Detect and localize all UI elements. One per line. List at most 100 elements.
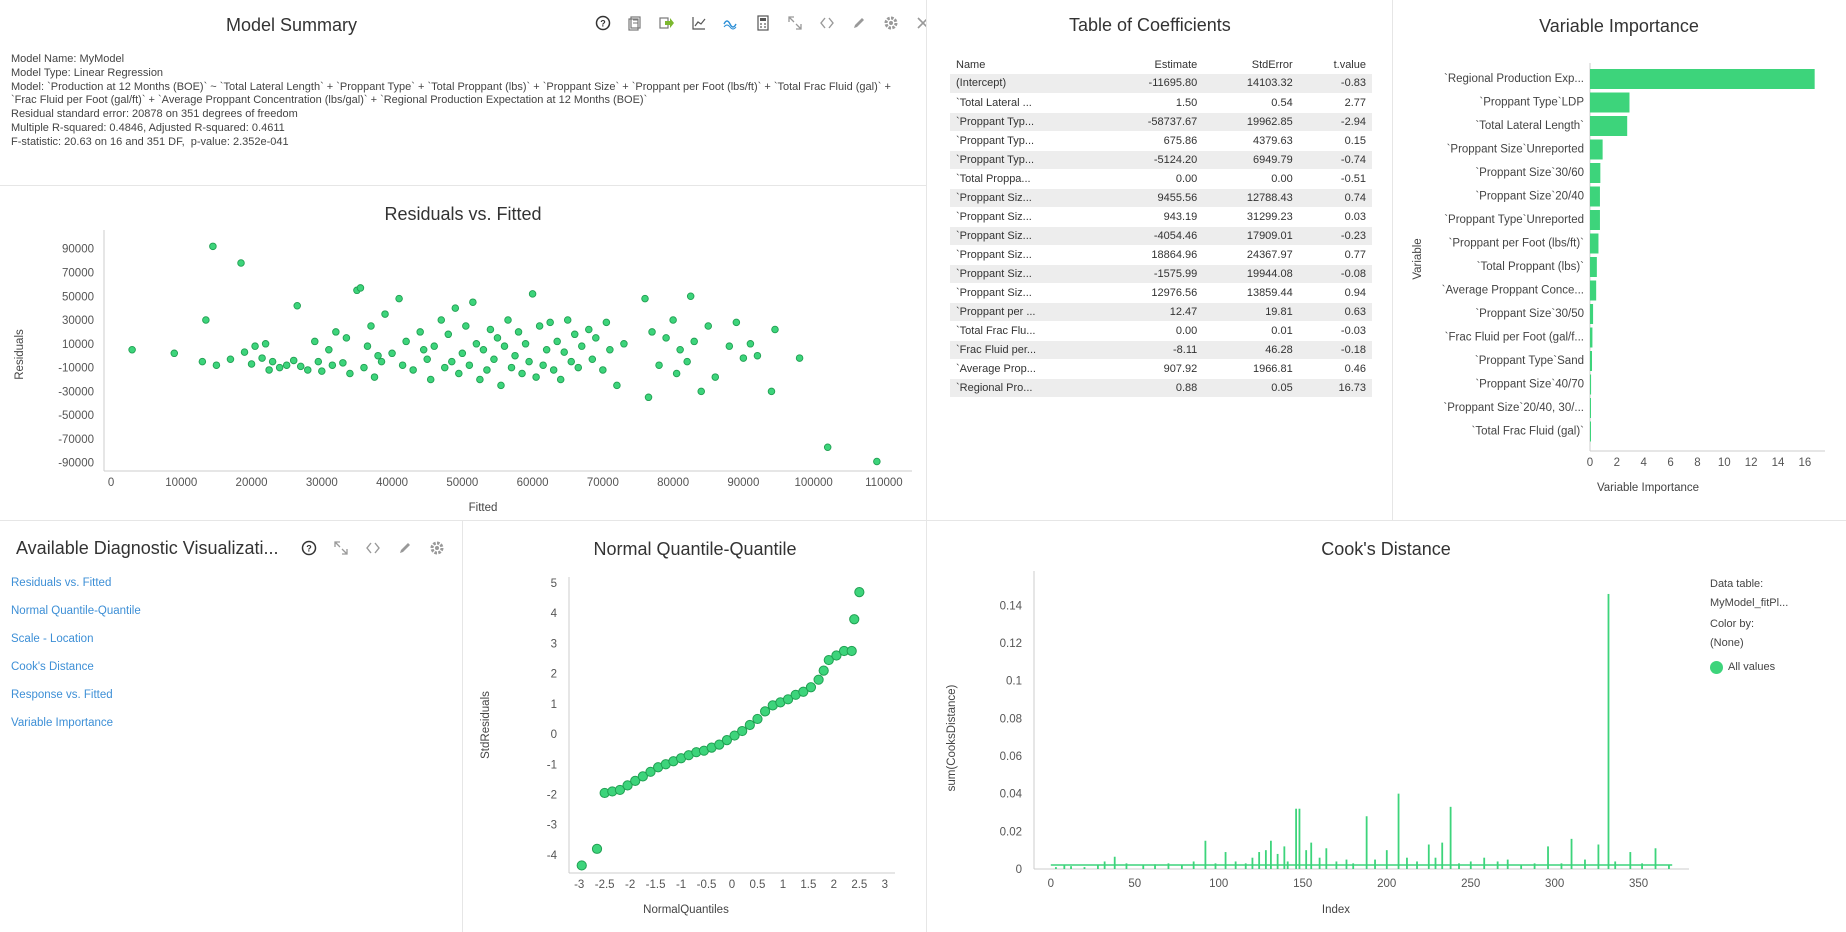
code-button[interactable] — [816, 12, 838, 34]
bar — [1234, 861, 1237, 869]
link-response-vs-fitted[interactable]: Response vs. Fitted — [11, 689, 113, 701]
help-icon: ? — [301, 540, 317, 556]
table-cell: 907.92 — [1101, 359, 1204, 379]
qq-chart[interactable]: Normal Quantile-Quantile 5 4 3 2 1 0 -1 -2 -3 -4 -3… — [463, 521, 926, 932]
line-chart-icon — [692, 17, 706, 30]
bar — [1406, 857, 1408, 869]
category-label: `Proppant Size`20/40 — [1475, 191, 1584, 203]
column-header[interactable]: Estimate — [1154, 58, 1198, 71]
link-scale-location[interactable]: Scale - Location — [11, 633, 94, 645]
table-row[interactable]: `Proppant per ... 12.47 19.81 0.63 — [950, 302, 1372, 322]
data-point — [592, 334, 600, 342]
data-point — [567, 357, 575, 366]
export-button[interactable] — [656, 12, 678, 34]
table-cell: 19.81 — [1203, 302, 1299, 322]
settings-button[interactable] — [426, 537, 448, 559]
close-button[interactable] — [912, 12, 926, 34]
table-row[interactable]: `Proppant Siz... 943.19 31299.23 0.03 — [950, 207, 1372, 227]
table-row[interactable]: `Proppant Siz... 12976.56 13859.44 0.94 — [950, 283, 1372, 303]
legend-item[interactable]: All values — [1710, 658, 1788, 677]
data-point — [637, 771, 648, 782]
data-point — [546, 318, 554, 327]
table-row[interactable]: `Frac Fluid per... -8.11 46.28 -0.18 — [950, 340, 1372, 360]
calculator-button[interactable] — [752, 12, 774, 34]
table-cell: -0.18 — [1298, 340, 1372, 360]
x-tick-label: 10 — [1718, 457, 1731, 469]
wave-button[interactable] — [720, 12, 742, 34]
category-label: `Proppant Size`30/50 — [1475, 308, 1584, 320]
table-row[interactable]: `Proppant Siz... 9455.56 12788.43 0.74 — [950, 188, 1372, 208]
y-axis-label: Variable — [1412, 238, 1424, 279]
y-tick-label: 0.1 — [1006, 676, 1022, 688]
link-residuals-vs-fitted[interactable]: Residuals vs. Fitted — [11, 577, 112, 589]
legend-data-table-value[interactable]: MyModel_fitPl... — [1710, 597, 1789, 609]
data-point — [332, 328, 340, 336]
data-point — [497, 381, 505, 390]
expand-button[interactable] — [784, 12, 806, 34]
table-row[interactable]: `Proppant Siz... -1575.99 19944.08 -0.08 — [950, 264, 1372, 284]
y-tick-label: 0.04 — [1000, 789, 1023, 801]
data-point — [370, 373, 379, 381]
table-row[interactable]: `Total Lateral ... 1.50 0.54 2.77 — [950, 93, 1372, 113]
table-row[interactable]: `Total Frac Flu... 0.00 0.01 -0.03 — [950, 321, 1372, 341]
table-row[interactable]: `Regional Pro... 0.88 0.05 16.73 — [950, 378, 1372, 398]
table-row[interactable]: (Intercept) -11695.80 14103.32 -0.83 — [950, 74, 1372, 94]
data-point — [395, 294, 403, 303]
table-row[interactable]: `Total Proppa... 0.00 0.00 -0.51 — [950, 169, 1372, 189]
copy-button[interactable] — [624, 12, 646, 34]
diagnostics-toolbar: ? — [298, 537, 462, 559]
x-tick-label: 40000 — [376, 477, 408, 489]
x-tick-label: 1 — [780, 879, 786, 891]
x-tick-label: -0.5 — [697, 879, 717, 891]
close-button[interactable] — [458, 537, 462, 559]
data-point — [782, 694, 794, 705]
table-cell: 0.74 — [1298, 188, 1372, 208]
edit-button[interactable] — [848, 12, 870, 34]
data-point — [444, 330, 453, 339]
cooks-chart[interactable]: Cook's Distance 0.14 0.12 0.1 0.08 0.06 0.04 0.… — [927, 521, 1846, 932]
x-tick-label: 80000 — [657, 477, 689, 489]
data-point — [560, 348, 568, 356]
table-row[interactable]: `Proppant Typ... -5124.20 6949.79 -0.74 — [950, 150, 1372, 170]
importance-chart[interactable]: Variable Importance `Regional Production … — [1393, 0, 1846, 520]
category-label: `Frac Fluid per Foot (gal/f... — [1445, 332, 1584, 344]
data-point — [448, 357, 456, 366]
y-tick-label: 0.06 — [1000, 751, 1022, 763]
data-point — [525, 357, 533, 366]
help-button[interactable]: ? — [298, 537, 320, 559]
bar — [1097, 865, 1099, 869]
column-header[interactable]: StdError — [1251, 58, 1293, 71]
expand-button[interactable] — [330, 537, 352, 559]
line-chart-button[interactable] — [688, 12, 710, 34]
edit-icon — [400, 543, 410, 553]
link-cooks-distance[interactable]: Cook's Distance — [11, 661, 94, 673]
help-button[interactable]: ? — [592, 12, 614, 34]
data-point — [486, 325, 495, 334]
table-row[interactable]: `Proppant Siz... -4054.46 17909.01 -0.23 — [950, 226, 1372, 246]
data-point — [805, 682, 817, 693]
table-row[interactable]: `Proppant Siz... 18864.96 24367.97 0.77 — [950, 245, 1372, 265]
bar — [1070, 866, 1072, 869]
data-point — [744, 719, 755, 731]
table-row[interactable]: `Proppant Typ... -58737.67 19962.85 -2.94 — [950, 112, 1372, 132]
bar — [1295, 808, 1297, 869]
bar — [1590, 421, 1591, 442]
link-variable-importance[interactable]: Variable Importance — [11, 717, 114, 729]
legend-color-by-value[interactable]: (None) — [1710, 637, 1744, 649]
settings-button[interactable] — [880, 12, 902, 34]
bar — [1192, 861, 1195, 869]
x-tick-label: 70000 — [587, 477, 619, 489]
residuals-chart[interactable]: Residuals vs. Fitted 90000 70000 50000 30000… — [0, 186, 926, 520]
code-button[interactable] — [362, 537, 384, 559]
bar — [1310, 842, 1313, 869]
table-row[interactable]: `Average Prop... 907.92 1966.81 0.46 — [950, 359, 1372, 379]
table-cell: `Proppant Typ... — [950, 131, 1102, 151]
data-point — [737, 725, 748, 737]
edit-button[interactable] — [394, 537, 416, 559]
column-header[interactable]: t.value — [1333, 58, 1366, 71]
table-row[interactable]: `Proppant Typ... 675.86 4379.63 0.15 — [950, 131, 1372, 151]
data-point — [849, 614, 860, 625]
column-header[interactable]: Name — [956, 58, 986, 71]
category-label: `Proppant Size`30/60 — [1475, 167, 1584, 179]
link-normal-qq[interactable]: Normal Quantile-Quantile — [11, 605, 141, 617]
